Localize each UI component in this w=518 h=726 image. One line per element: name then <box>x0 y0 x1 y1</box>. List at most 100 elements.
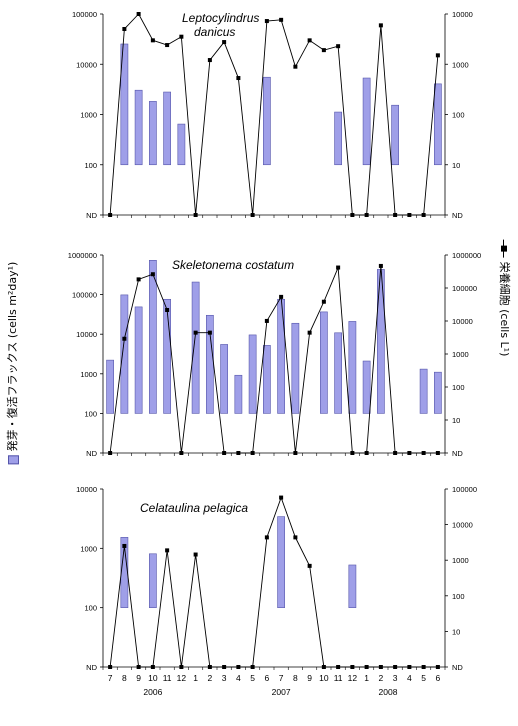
month-label: 1 <box>193 673 198 683</box>
line-point <box>293 535 298 540</box>
line-point <box>336 665 341 669</box>
line-point <box>250 213 255 217</box>
bar <box>220 344 228 414</box>
line-point <box>393 451 398 455</box>
year-label: 2006 <box>143 687 162 697</box>
year-label: 2007 <box>272 687 291 697</box>
panel-1: 100000 10000 1000 100 ND 10000 1000 100 10 ND Lept… <box>72 10 473 220</box>
left-tick-label: 10000 <box>76 330 97 339</box>
bar <box>163 91 171 166</box>
panel-title: Skeletonema costatum <box>172 258 294 272</box>
right-axis-label: 栄養細胞 (cells L¹) <box>497 240 513 357</box>
month-label: 2 <box>379 673 384 683</box>
line-point <box>179 451 184 455</box>
bar <box>362 77 371 166</box>
right-tick-label: 1000000 <box>452 251 481 260</box>
right-tick-label: 10 <box>452 627 460 636</box>
month-label: 11 <box>163 673 172 683</box>
bar <box>149 260 157 414</box>
month-label: 7 <box>108 673 113 683</box>
month-label: 2 <box>208 673 213 683</box>
right-axis-label-text: 栄養細胞 (cells L¹) <box>498 261 511 357</box>
bar <box>149 553 157 608</box>
bar <box>106 359 114 414</box>
left-tick-label: 10000 <box>76 485 97 494</box>
panel-3: 10000 1000 100 ND 100000 10000 1000 100 10 ND Cela… <box>76 485 477 672</box>
right-tick-label: 1000 <box>452 350 469 359</box>
right-tick-label: ND <box>452 211 463 220</box>
line-point <box>293 64 298 69</box>
bar <box>248 334 257 414</box>
bar <box>134 89 143 166</box>
right-tick-label: 100000 <box>452 485 477 494</box>
bar <box>206 314 214 414</box>
left-tick-label: 100000 <box>72 10 97 19</box>
line-point <box>165 548 170 553</box>
line-point <box>108 213 113 217</box>
line-point <box>435 451 440 455</box>
bar <box>434 371 442 414</box>
line-point <box>122 336 127 341</box>
line-point <box>207 665 212 669</box>
line-point <box>279 17 284 22</box>
line-point <box>222 451 227 455</box>
right-tick-label: 10 <box>452 416 460 425</box>
line-point <box>250 451 255 455</box>
line-point <box>150 665 155 669</box>
month-label: 3 <box>222 673 227 683</box>
bar <box>334 332 342 414</box>
left-tick-label: 1000 <box>80 544 97 553</box>
line-point <box>307 563 312 568</box>
series-line <box>109 13 439 216</box>
month-label: 1 <box>364 673 369 683</box>
line-point <box>165 308 170 312</box>
line-point <box>279 495 284 500</box>
line-point <box>421 665 426 669</box>
line-point <box>179 665 184 669</box>
month-label: 6 <box>265 673 270 683</box>
line-point <box>207 330 212 335</box>
line-point <box>222 665 227 669</box>
line-point <box>207 58 212 63</box>
bar <box>163 298 171 414</box>
line-point <box>193 552 198 557</box>
line-point <box>236 451 241 455</box>
line-point <box>179 34 184 39</box>
left-tick-label: 1000 <box>80 370 97 379</box>
bar <box>362 360 371 414</box>
line-point <box>165 43 170 48</box>
line-point <box>108 665 113 669</box>
bar <box>120 294 129 414</box>
year-label: 2008 <box>379 687 398 697</box>
bar <box>419 368 428 414</box>
right-tick-label: ND <box>452 449 463 458</box>
right-tick-label: 10000 <box>452 10 473 19</box>
month-label: 5 <box>250 673 255 683</box>
line-point <box>378 23 383 28</box>
month-label: 9 <box>307 673 312 683</box>
series-line <box>109 265 438 454</box>
line-point <box>407 451 412 455</box>
bar <box>120 43 129 166</box>
line-point <box>364 665 369 669</box>
line-point <box>378 665 383 669</box>
left-tick-label: ND <box>86 663 97 672</box>
month-label: 4 <box>236 673 241 683</box>
panel-title: Celataulina pelagica <box>140 501 248 515</box>
line-point <box>407 665 412 669</box>
bar <box>320 311 328 414</box>
bar <box>348 321 357 414</box>
line-point <box>136 12 141 16</box>
line-point <box>250 665 255 669</box>
bar <box>277 516 285 608</box>
line-point <box>108 451 113 455</box>
month-label: 12 <box>177 673 187 683</box>
line-point <box>336 44 341 49</box>
bar <box>263 76 271 166</box>
line-point <box>122 543 127 548</box>
line-point <box>350 451 355 455</box>
right-tick-label: 10 <box>452 161 460 170</box>
right-tick-label: 1000 <box>452 60 469 69</box>
line-point <box>364 451 369 455</box>
month-label: 12 <box>348 673 358 683</box>
